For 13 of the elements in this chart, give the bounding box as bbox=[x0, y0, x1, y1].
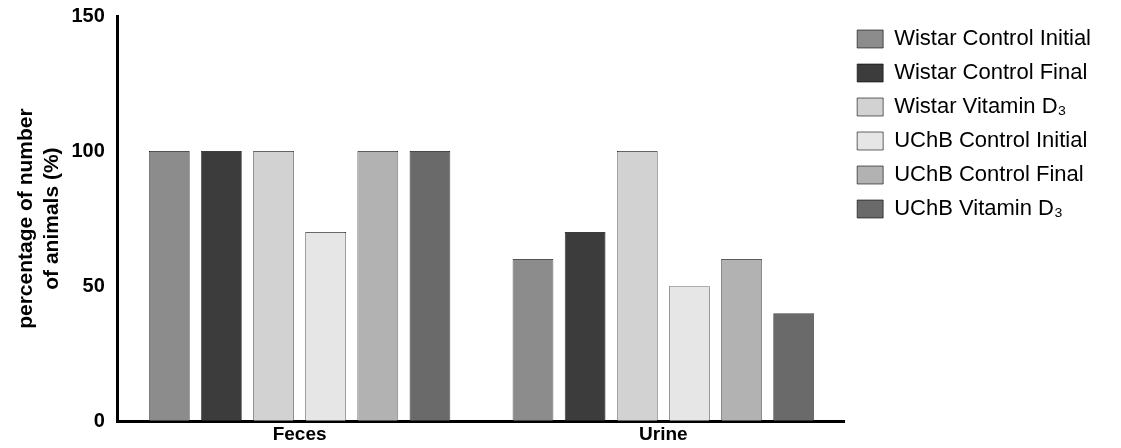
legend-label: UChB Control Final bbox=[894, 161, 1084, 187]
y-axis-title: percentage of number of animals (%) bbox=[13, 108, 62, 329]
y-tick-label: 0 bbox=[93, 408, 105, 431]
y-tick-label: 100 bbox=[71, 138, 105, 161]
legend-label: Wistar Control Initial bbox=[894, 25, 1092, 51]
legend-label: UChB Vitamin D₃ bbox=[894, 195, 1063, 221]
y-tick-label: 50 bbox=[82, 273, 105, 296]
legend-label: Wistar Control Final bbox=[894, 59, 1088, 85]
legend-label: UChB Control Initial bbox=[894, 127, 1088, 153]
legend-label: Wistar Vitamin D₃ bbox=[894, 93, 1067, 119]
x-tick-label: Feces bbox=[272, 422, 327, 444]
y-tick-label: 150 bbox=[71, 3, 105, 26]
x-tick-label: Urine bbox=[639, 422, 688, 444]
